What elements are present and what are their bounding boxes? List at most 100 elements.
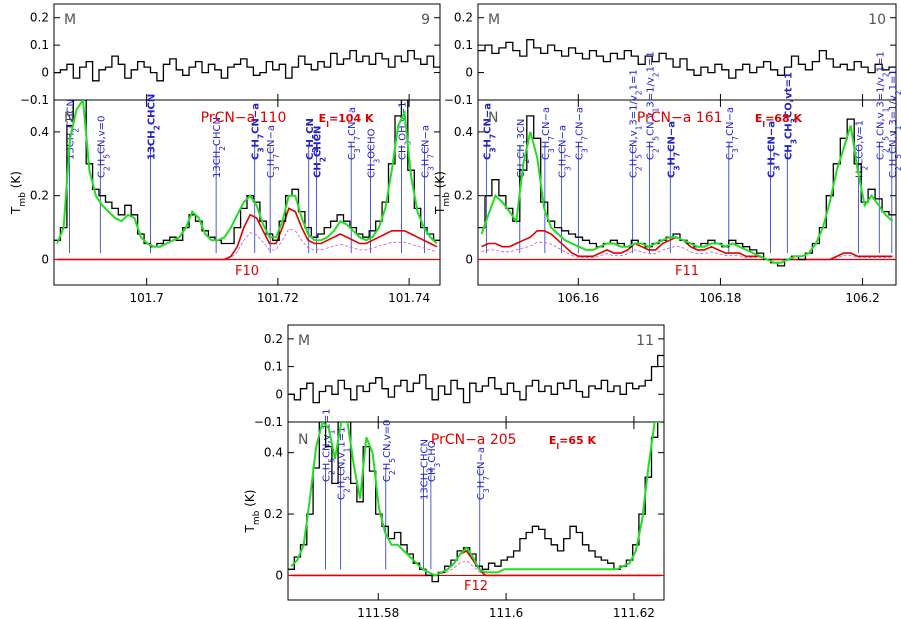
energy-label: El=68 K — [755, 112, 803, 129]
model-prcn — [57, 207, 438, 261]
panel-11: 0.2 0.1 0 −0.1 M 11 0.4 0.2 0 Tmb (K) 111.58 111.6 1… — [243, 324, 665, 619]
line-label: C3H7CN−a — [767, 121, 782, 178]
x-tick-label: 101.72 — [257, 291, 299, 305]
line-label: C2H5CN,v13=1/v21=1 — [888, 69, 901, 178]
x-tick-label: 111.6 — [489, 606, 523, 619]
line-label: C3H7CN−a — [541, 107, 556, 160]
line-label: C2H5CN,v11=1 — [337, 426, 352, 500]
lower-panel-label: N — [64, 110, 74, 126]
line-label: C3H7CN−a — [666, 121, 681, 178]
line-label: C3H7CN−a — [251, 103, 266, 160]
upper-frame — [53, 3, 441, 101]
line-label: C3H7CN−a — [482, 103, 497, 160]
panel-number: 9 — [421, 12, 430, 28]
line-label: C2H5CN — [305, 118, 320, 160]
y-axis-label: Tmb (K) — [243, 490, 262, 534]
y-tick-label: 0.1 — [454, 38, 473, 52]
lower-panel-label: N — [298, 432, 308, 448]
line-label: C3H7CN−a — [421, 125, 436, 178]
line-label: CH3CH3CO,vt=1 — [783, 72, 798, 160]
feature-label: F11 — [675, 264, 699, 279]
y-tick-label: 0.2 — [454, 11, 473, 25]
panel-number: 11 — [636, 333, 654, 349]
model-total — [290, 422, 661, 577]
line-label: H2CCO,v=1 — [854, 120, 869, 178]
line-label: C2H5CN,v13=1/v21=1 — [875, 51, 890, 160]
x-tick-label: 111.58 — [357, 606, 399, 619]
line-label: C2H5CN,v11=1 — [322, 408, 337, 482]
observed-spectrum — [288, 422, 664, 583]
feature-label: F10 — [235, 264, 259, 279]
feature-label: F12 — [464, 579, 488, 594]
line-label: C3H7CN−a — [725, 107, 740, 160]
line-label: C3H7CN−a — [476, 447, 491, 500]
line-label: C2H5CN,v13=1/v21=1 — [645, 51, 660, 160]
y-axis-label: Tmb (K) — [433, 171, 452, 215]
y-tick-label: 0.2 — [454, 189, 473, 203]
model-total — [56, 100, 438, 248]
x-tick-label: 106.16 — [557, 291, 599, 305]
y-tick-label: 0 — [41, 252, 49, 266]
line-label: C2H5CN,v=0 — [382, 420, 397, 482]
line-label: CH3OCHO — [367, 128, 382, 178]
y-tick-label: 0.1 — [30, 38, 49, 52]
upper-panel-label: M — [488, 12, 500, 28]
y-tick-label: 0.1 — [264, 360, 283, 374]
upper-panel-label: M — [64, 12, 76, 28]
y-tick-label: −0.1 — [444, 93, 473, 107]
x-tick-label: 101.74 — [388, 291, 430, 305]
x-tick-label: 106.18 — [699, 291, 741, 305]
observed-spectrum — [478, 115, 896, 267]
line-label: C3H7CN−a — [574, 107, 589, 160]
y-tick-label: −0.1 — [254, 415, 283, 429]
y-tick-label: 0 — [275, 568, 283, 582]
model-prcn-dashed — [57, 228, 437, 260]
y-tick-label: 0 — [465, 252, 473, 266]
line-label: CH3OH,v=1 — [397, 101, 412, 160]
y-tick-label: −0.1 — [20, 93, 49, 107]
y-tick-label: 0 — [41, 66, 49, 80]
line-label: 13CH2CHCN — [65, 99, 80, 160]
y-tick-label: 0.4 — [30, 125, 49, 139]
line-label: CH2CHCN — [312, 126, 327, 178]
lower-frame — [477, 99, 897, 286]
x-tick-label: 101.7 — [129, 291, 163, 305]
panel-number: 10 — [868, 12, 886, 28]
line-label: C2H5CN,v13=1/v21=1 — [629, 69, 644, 178]
y-tick-label: 0.2 — [264, 332, 283, 346]
y-tick-label: 0 — [465, 66, 473, 80]
energy-label: El=65 K — [549, 434, 597, 451]
molecule-title: PrCN−a 205 — [431, 432, 517, 448]
y-tick-label: 0.2 — [30, 11, 49, 25]
residual-spectrum — [288, 354, 664, 404]
lower-frame — [287, 421, 665, 601]
y-tick-label: 0.2 — [30, 189, 49, 203]
panel-10: 0.2 0.1 0 −0.1 M 10 0.4 0.2 0 Tmb (K) 106.16 106.18… — [433, 3, 901, 305]
y-axis-label: Tmb (K) — [9, 171, 28, 215]
molecule-title: PrCN−a 110 — [201, 110, 287, 126]
line-label: 13CH2CHCN — [419, 439, 434, 500]
lower-frame — [53, 99, 441, 286]
line-label: C3H7CN−a — [558, 125, 573, 178]
line-label: 13CH2CHCN — [212, 117, 227, 178]
line-label: 13CH2CHCN — [147, 94, 162, 160]
line-label: C2H5CN,v=0 — [96, 116, 111, 178]
line-label: C3H7CN−a — [266, 125, 281, 178]
model-prcn-dashed — [481, 241, 893, 260]
upper-panel-label: M — [298, 333, 310, 349]
upper-frame — [287, 324, 665, 423]
line-label: C3H7CN−a — [347, 107, 362, 160]
model-total — [480, 125, 894, 264]
x-tick-label: 106.2 — [845, 291, 879, 305]
residual-spectrum — [54, 49, 440, 82]
molecule-title: PrCN−a 161 — [637, 110, 723, 126]
y-tick-label: 0 — [275, 387, 283, 401]
lower-panel-label: N — [488, 110, 498, 126]
residual-spectrum — [478, 39, 896, 79]
panel-9: 0.2 0.1 0 −0.1 M 9 0.4 0.2 0 Tmb (K) 101.7 101.72 10… — [9, 3, 441, 305]
y-tick-label: 0.2 — [264, 507, 283, 521]
model-prcn — [481, 230, 893, 261]
line-label: CH3CHO — [427, 440, 442, 482]
y-tick-label: 0.4 — [264, 446, 283, 460]
